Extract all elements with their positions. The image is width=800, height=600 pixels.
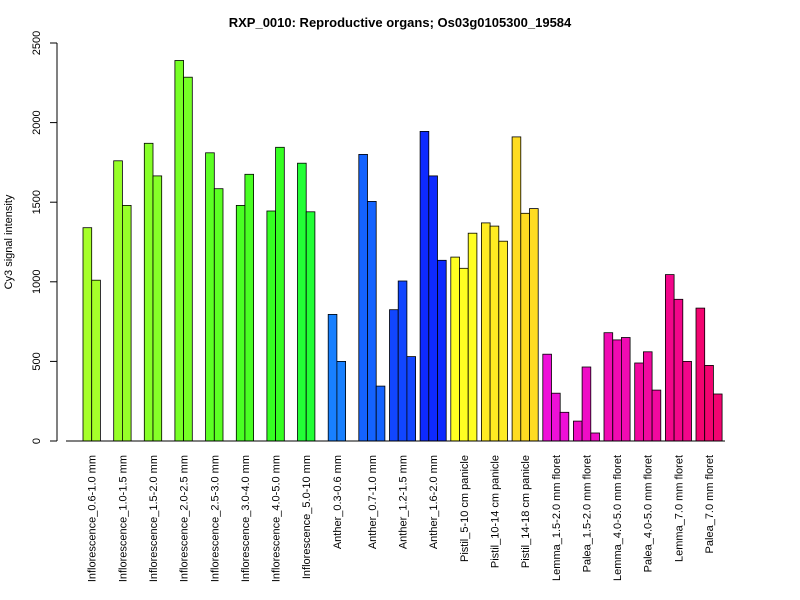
bar [665,274,675,442]
x-category-label: Anther_1.6-2.0 mm [428,455,440,549]
bar [437,259,447,442]
bar [428,175,438,442]
x-category-label: Inflorescence_2.0-2.5 mm [179,455,191,582]
bar [375,385,386,442]
bar [621,337,631,442]
x-category-label: Inflorescence_4.0-5.0 mm [271,455,283,582]
bar [542,353,552,442]
x-category-label: Palea_7.0 mm floret [704,455,716,553]
bar [174,60,184,442]
bar [551,392,561,442]
bar [713,393,723,442]
bar [704,364,714,442]
bar [695,307,706,442]
bar [643,351,653,442]
x-category-label: Inflorescence_0.6-1.0 mm [87,455,99,582]
y-axis: 0 500 1000 1500 2000 2500 [31,31,58,444]
bar [244,173,254,442]
x-category-label: Lemma_4.0-5.0 mm floret [612,455,624,581]
bar [419,130,430,442]
x-category-label: Anther_1.2-1.5 mm [398,455,410,549]
bar [297,162,307,442]
x-category-label: Anther_0.3-0.6 mm [332,455,344,549]
bar [266,210,276,442]
bar [450,256,460,442]
y-tick-label: 2500 [31,31,43,55]
y-tick-label: 0 [31,438,43,444]
bar [389,309,399,442]
x-category-label: Inflorescence_2.5-3.0 mm [209,455,221,582]
bar [183,76,193,442]
x-category-label: Palea_1.5-2.0 mm floret [581,455,593,572]
bar [82,227,93,442]
bar [573,420,583,442]
x-category-label: Pistil_5-10 cm panicle [459,455,471,562]
x-category-label: Inflorescence_3.0-4.0 mm [240,455,252,582]
y-tick-label: 1500 [31,190,43,214]
bar [113,160,123,442]
bar [367,200,377,442]
x-category-label: Anther_0.7-1.0 mm [367,455,379,549]
bar [122,204,132,442]
bar [480,222,491,442]
y-tick-label: 1000 [31,270,43,294]
x-category-label: Lemma_1.5-2.0 mm floret [551,455,563,581]
bar [205,152,215,442]
bar [520,212,530,442]
x-category-label: Inflorescence_1.5-2.0 mm [148,455,160,582]
y-tick-label: 500 [31,352,43,370]
bar [397,280,408,442]
chart-title: RXP_0010: Reproductive organs; Os03g0105… [229,15,572,30]
y-tick-label: 2000 [31,110,43,134]
bar [213,188,224,442]
bar [305,211,316,442]
bar [498,240,508,442]
bar [467,232,478,442]
bar [603,332,614,442]
bar [581,366,592,442]
y-axis-label: Cy3 signal intensity [3,194,15,289]
x-category-label: Lemma_7.0 mm floret [673,455,685,562]
x-category-label: Pistil_10-14 cm panicle [490,455,502,568]
bar [143,142,154,442]
bar [682,360,692,442]
bar [673,298,684,442]
bar [511,136,522,442]
bar [489,225,500,442]
bar [327,313,338,442]
bar [559,411,570,442]
x-category-label: Inflorescence_1.0-1.5 mm [117,455,129,582]
bar [529,208,539,442]
bar [590,432,600,442]
bar [91,279,101,442]
bar [275,146,285,442]
bars [82,60,723,442]
x-category-label: Palea_4.0-5.0 mm floret [643,455,655,572]
x-category-label: Inflorescence_5.0-10 mm [301,455,313,579]
bar [358,153,368,442]
bar [612,339,622,442]
bar [235,204,246,442]
bar [651,389,662,442]
bar [634,362,644,442]
x-category-label: Pistil_14-18 cm panicle [520,455,532,568]
bar [152,175,163,442]
bar [459,267,469,442]
bar [336,360,346,442]
category-labels: Inflorescence_0.6-1.0 mm Inflorescence_1.… [87,455,716,582]
bar [406,356,416,442]
